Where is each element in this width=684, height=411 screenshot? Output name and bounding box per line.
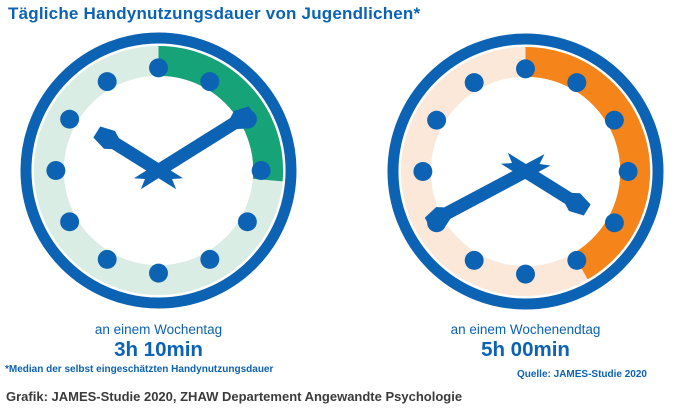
hour-dot [149,58,168,78]
clock-caption-weekday: an einem Wochentag [94,322,223,337]
hour-dot [251,161,271,180]
clock-face-graphic [20,32,297,309]
hour-dot [516,264,535,284]
hour-dot [46,161,66,180]
hour-dot [516,59,535,79]
page-title: Tägliche Handynutzungsdauer von Jugendli… [8,4,421,23]
source-label: Quelle: JAMES-Studie 2020 [516,369,647,380]
hour-dot [604,213,624,233]
hour-dot [427,110,447,130]
clock-value-weekend: 5h 00min [481,338,570,361]
credit-label: Grafik: JAMES-Studie 2020, ZHAW Departem… [6,389,463,404]
hour-dot [97,249,117,269]
hour-dot [200,249,220,269]
footnote: *Median der selbst eingeschätzten Handyn… [5,364,274,375]
clock-face-graphic [387,33,664,310]
hour-dot [60,109,80,129]
hour-dot [413,162,433,181]
minute-hand [424,154,551,230]
clock-value-weekday: 3h 10min [114,338,203,361]
hour-dot [567,250,587,270]
clock-weekday [19,31,298,310]
hour-dot [618,162,638,181]
caption-weekend: an einem Wochenendtag 5h 00min [386,322,665,361]
hour-dot [464,73,484,93]
clock-duration-arc [158,45,284,182]
hour-dot [567,73,587,93]
clock-caption-weekend: an einem Wochenendtag [450,322,601,337]
caption-weekday: an einem Wochentag 3h 10min [19,322,298,361]
clock-weekend [386,32,665,311]
minute-hand [133,106,256,190]
clock-duration-arc [525,46,651,280]
hour-dot [237,212,257,232]
hour-dot [97,72,117,92]
hour-dot [604,110,624,130]
hour-dot [149,263,168,283]
hour-dot [60,212,80,232]
hour-dot [200,72,220,92]
hour-dot [464,250,484,270]
